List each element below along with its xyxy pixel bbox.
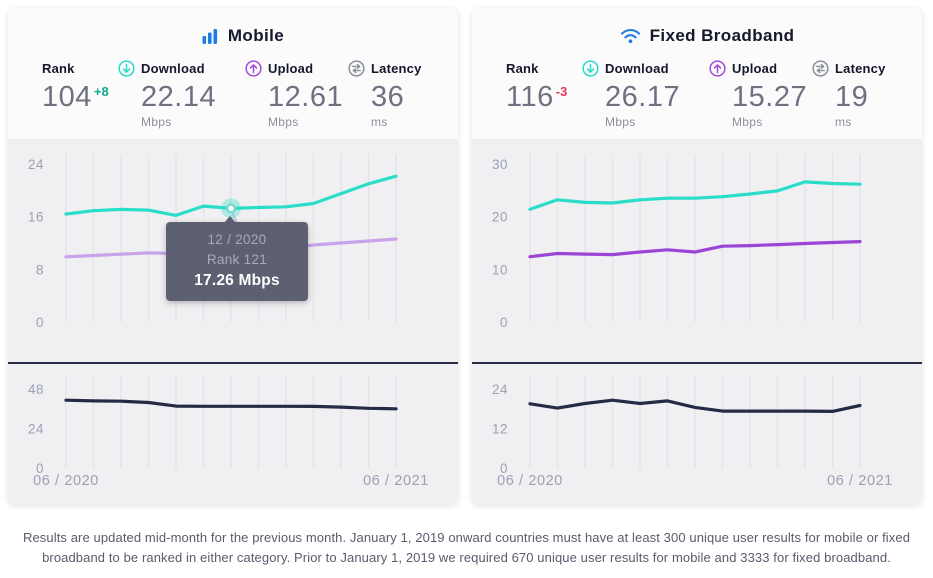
stat-download: Download 26.17 Mbps [582, 60, 709, 129]
mobile-header: Mobile Rank 104 +8 Download 22. [8, 8, 458, 140]
stat-rank: Rank 104 +8 [42, 60, 118, 129]
stat-upload: Upload 12.61 Mbps [245, 60, 348, 129]
rank-number: 104 [42, 81, 92, 113]
stat-upload: Upload 15.27 Mbps [709, 60, 812, 129]
rank-label-text: Rank [506, 61, 539, 76]
chart-tooltip: 12 / 2020 Rank 121 17.26 Mbps [166, 215, 308, 302]
mobile-panel: Mobile Rank 104 +8 Download 22. [8, 8, 458, 505]
rank-value: 104 +8 [42, 81, 118, 113]
tooltip-period: 12 / 2020 [207, 232, 267, 247]
svg-text:0: 0 [36, 315, 44, 330]
upload-label: Upload [709, 60, 812, 77]
rank-delta-badge: +8 [93, 84, 109, 99]
svg-text:10: 10 [492, 262, 508, 277]
upload-label-text: Upload [268, 61, 314, 76]
download-value: 26.17 [605, 81, 681, 113]
svg-text:8: 8 [36, 262, 44, 277]
rank-delta-badge: -3 [555, 84, 568, 99]
upload-label: Upload [245, 60, 348, 77]
tooltip-value: 17.26 Mbps [194, 272, 280, 290]
fixed-broadband-panel: Fixed Broadband Rank 116 -3 Download [472, 8, 922, 505]
upload-value: 15.27 [732, 81, 808, 113]
download-unit: Mbps [605, 115, 636, 130]
panel-title-label: Mobile [227, 26, 285, 45]
fixed-latency-chart[interactable]: 0 12 24 06 / 2020 06 / 2021 [472, 364, 922, 505]
svg-text:0: 0 [36, 461, 44, 476]
svg-text:24: 24 [28, 157, 44, 172]
stat-latency: Latency 36 ms [348, 60, 444, 129]
svg-text:0: 0 [500, 315, 508, 330]
circle-arrow-down-icon [582, 60, 599, 77]
rank-label: Rank [42, 60, 118, 77]
fixed-speed-chart[interactable]: 0 10 20 30 [472, 140, 922, 362]
tooltip-rank: Rank 121 [206, 251, 268, 267]
download-label-text: Download [605, 61, 669, 76]
circle-arrow-up-icon [709, 60, 726, 77]
svg-text:20: 20 [492, 210, 508, 225]
fixed-header: Fixed Broadband Rank 116 -3 Download [472, 8, 922, 140]
wifi-icon [620, 28, 641, 44]
svg-text:24: 24 [28, 422, 44, 437]
latency-label-text: Latency [835, 61, 886, 76]
svg-text:24: 24 [492, 382, 508, 397]
latency-label: Latency [812, 60, 908, 77]
fixed-stats-row: Rank 116 -3 Download 26.17 Mbps [506, 60, 908, 129]
svg-text:0: 0 [500, 461, 508, 476]
latency-unit: ms [835, 115, 852, 130]
chart-divider [472, 362, 922, 364]
chart-divider [8, 362, 458, 364]
download-unit: Mbps [141, 115, 172, 130]
panel-title-label: Fixed Broadband [649, 26, 795, 45]
upload-label-text: Upload [732, 61, 778, 76]
stat-latency: Latency 19 ms [812, 60, 908, 129]
category-panels: Mobile Rank 104 +8 Download 22. [8, 8, 922, 505]
latency-value: 19 [835, 81, 869, 113]
upload-value: 12.61 [268, 81, 344, 113]
rank-label: Rank [506, 60, 582, 77]
circle-arrow-down-icon [118, 60, 135, 77]
svg-text:16: 16 [28, 210, 44, 225]
stat-rank: Rank 116 -3 [506, 60, 582, 129]
svg-text:12: 12 [492, 422, 508, 437]
latency-value: 36 [371, 81, 405, 113]
svg-text:06 / 2021: 06 / 2021 [363, 473, 429, 489]
latency-unit: ms [371, 115, 388, 130]
fixed-charts: 0 10 20 30 0 12 24 06 / 2020 06 / 2021 [472, 140, 922, 505]
latency-arrows-icon [812, 60, 829, 77]
download-label: Download [118, 60, 245, 77]
methodology-footnote: Results are updated mid-month for the pr… [22, 530, 911, 566]
stat-download: Download 22.14 Mbps [118, 60, 245, 129]
fixed-panel-title: Fixed Broadband [506, 23, 908, 49]
mobile-panel-title: Mobile [42, 23, 444, 49]
mobile-latency-chart[interactable]: 0 24 48 06 / 2020 06 / 2021 [8, 364, 458, 505]
download-label: Download [582, 60, 709, 77]
mobile-stats-row: Rank 104 +8 Download 22.14 Mbps [42, 60, 444, 129]
download-label-text: Download [141, 61, 205, 76]
latency-label: Latency [348, 60, 444, 77]
download-value: 22.14 [141, 81, 217, 113]
svg-text:48: 48 [28, 382, 44, 397]
circle-arrow-up-icon [245, 60, 262, 77]
mobile-charts: 0 8 16 24 0 24 48 06 / 2020 06 / 2021 [8, 140, 458, 505]
upload-unit: Mbps [732, 115, 763, 130]
rank-number: 116 [506, 81, 554, 113]
signal-bars-icon [202, 28, 219, 44]
svg-text:06 / 2020: 06 / 2020 [33, 473, 99, 489]
rank-value: 116 -3 [506, 81, 582, 113]
latency-label-text: Latency [371, 61, 422, 76]
upload-unit: Mbps [268, 115, 299, 130]
svg-text:30: 30 [492, 157, 508, 172]
rank-label-text: Rank [42, 61, 75, 76]
svg-text:06 / 2020: 06 / 2020 [497, 473, 563, 489]
latency-arrows-icon [348, 60, 365, 77]
svg-text:06 / 2021: 06 / 2021 [827, 473, 893, 489]
